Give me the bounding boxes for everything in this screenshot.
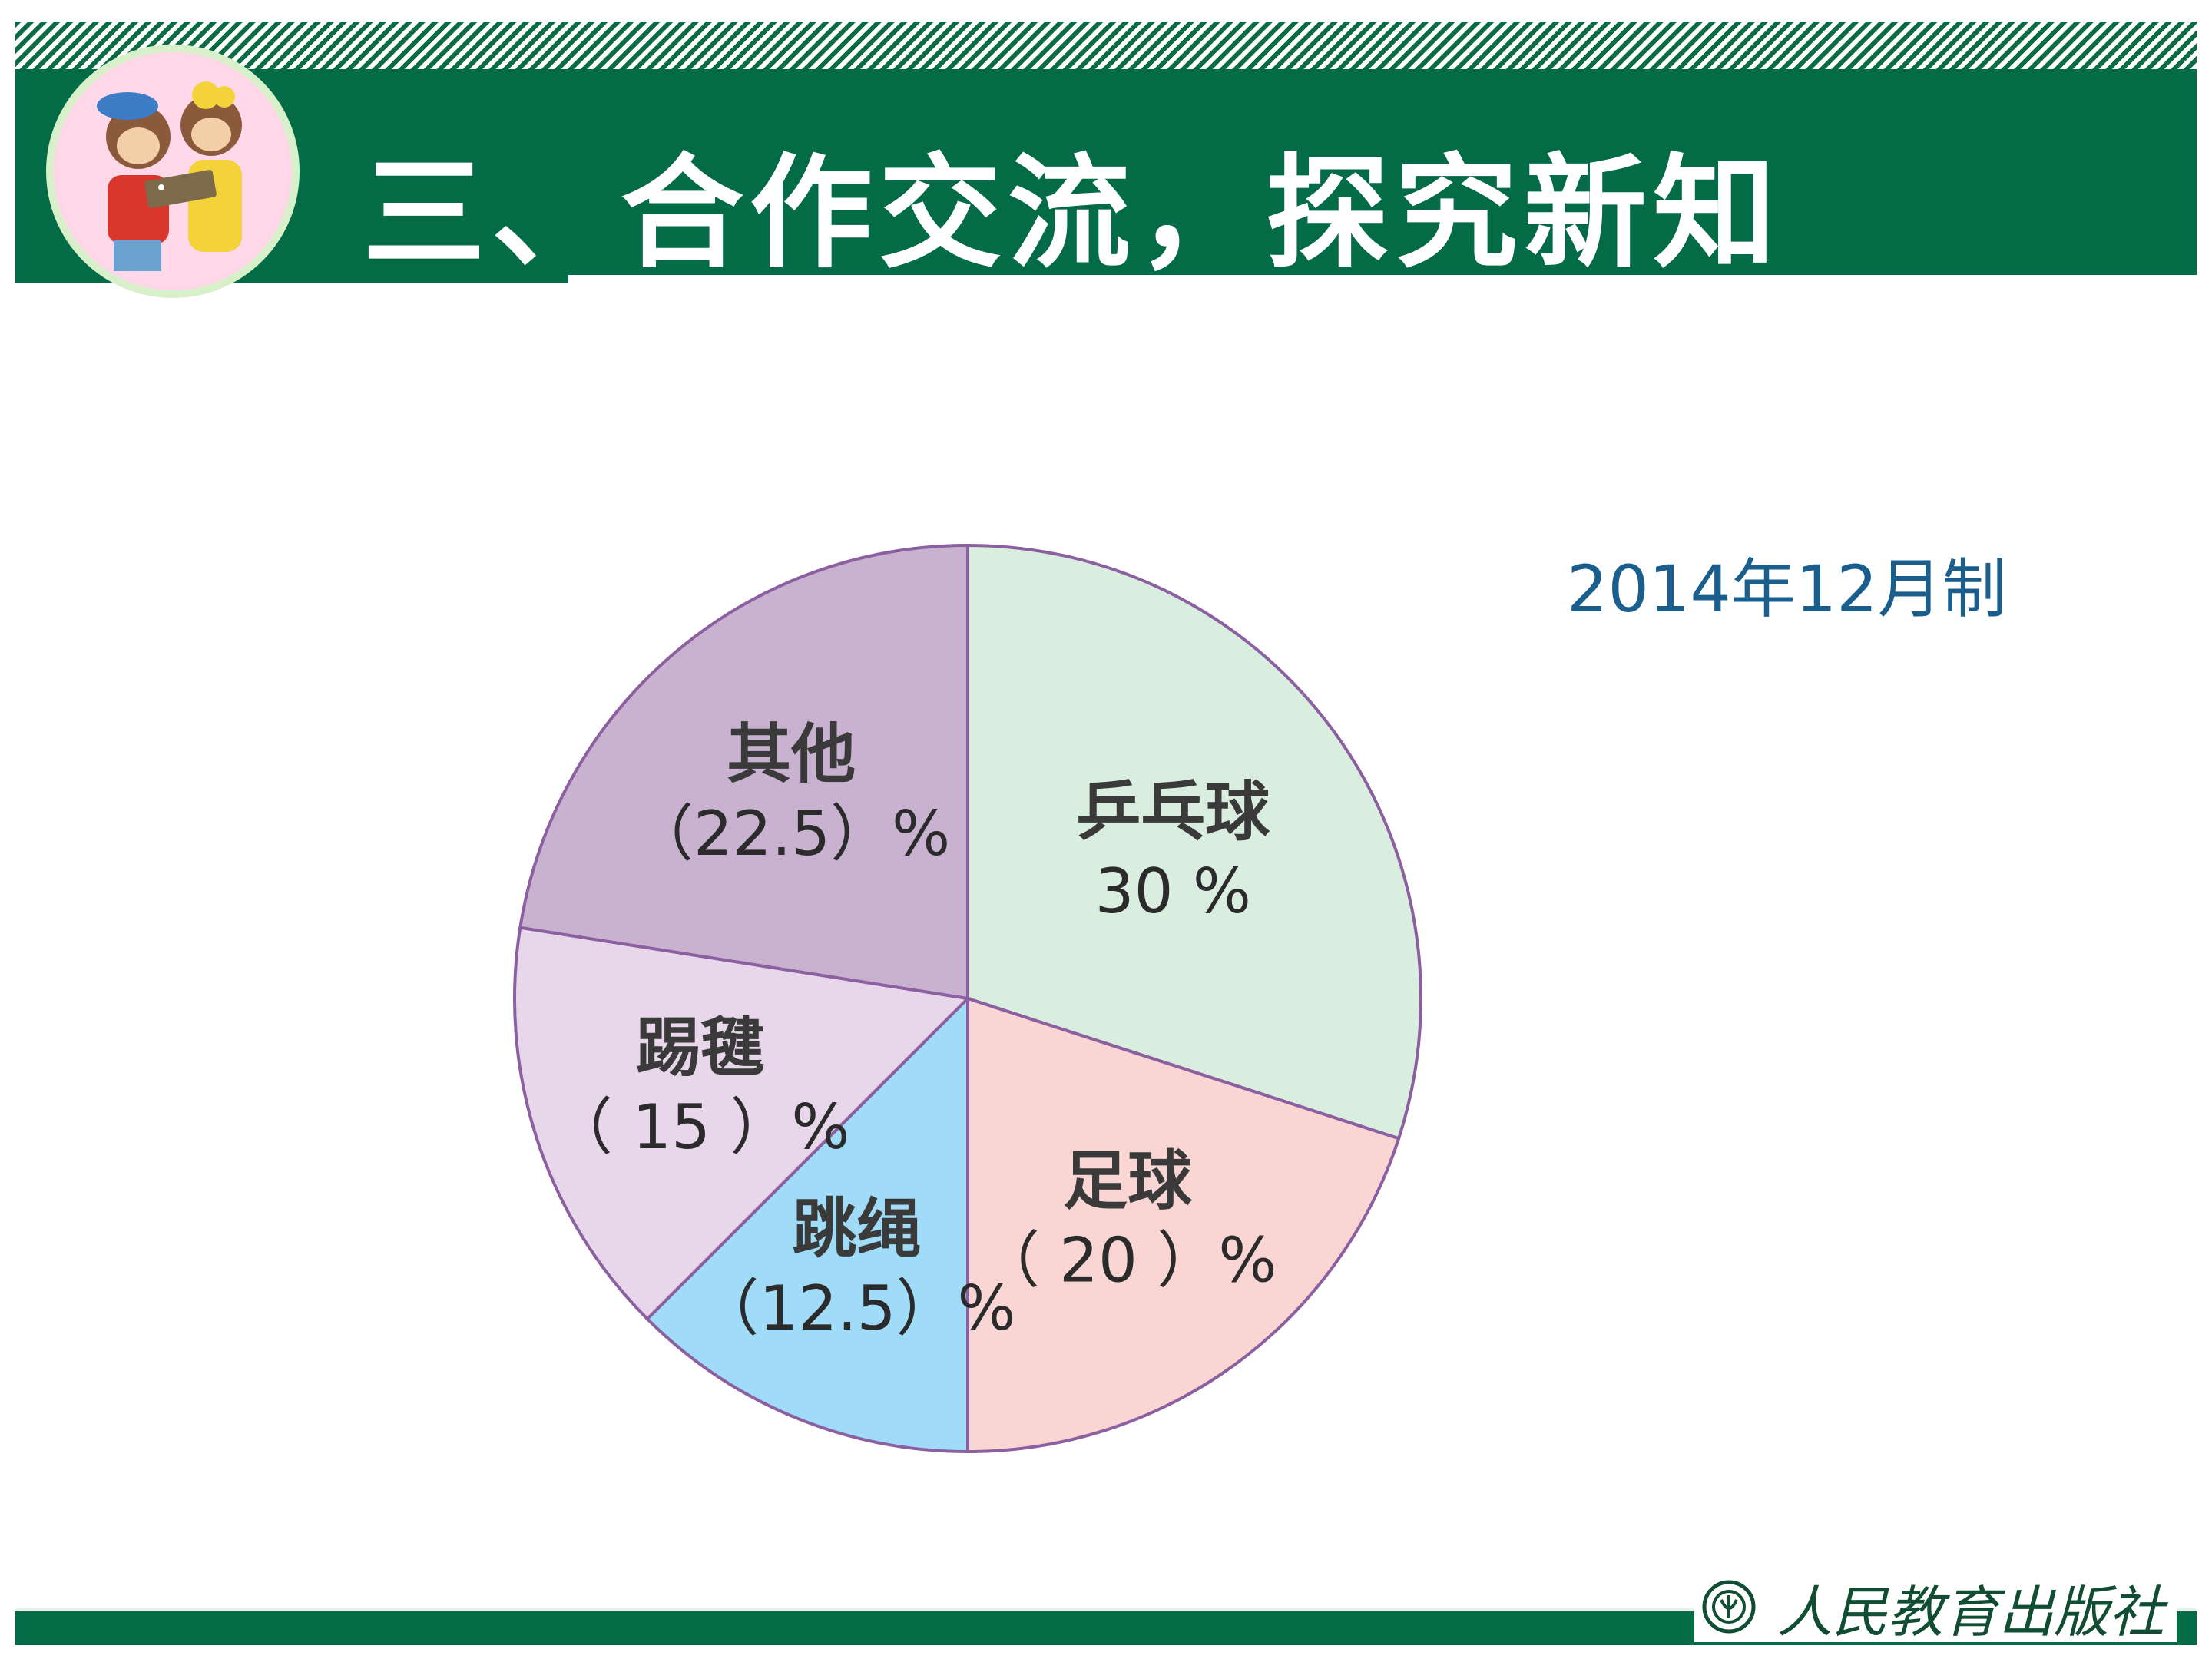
- pie-slice-football: [966, 996, 1401, 1454]
- pie-slice-jumprope: [644, 995, 969, 1454]
- slice-category-label: 跳绳: [792, 1190, 921, 1267]
- slice-category-label: 足球: [1063, 1142, 1193, 1218]
- pie-slice-pingpong: [966, 543, 1422, 1141]
- monkey-mascot-badge: [46, 45, 300, 298]
- header-band: [15, 69, 2197, 283]
- date-note: 2014年12月制: [1567, 551, 2007, 627]
- pie-slice-other: [518, 543, 969, 1001]
- slice-value-label: （ 15 ）%: [551, 1091, 850, 1163]
- slice-category-label: 乒乓球: [1076, 773, 1270, 849]
- publisher-emblem-icon: [1702, 1580, 1756, 1634]
- slice-value-label: 30 %: [1095, 856, 1251, 927]
- slice-value-label: （22.5）%: [632, 798, 950, 869]
- footer-divider: [15, 1608, 2197, 1611]
- slice-category-label: 踢毽: [636, 1009, 765, 1085]
- header-stripes: [15, 22, 2197, 69]
- slice-value-label: （12.5）%: [697, 1273, 1015, 1344]
- publisher-name: 人民教育出版社: [1777, 1579, 2164, 1644]
- page-title: 三、合作交流，探究新知: [363, 141, 1783, 285]
- pie-slice-shuttlecock: [513, 926, 972, 1322]
- header-banner: 三、合作交流，探究新知: [15, 22, 2197, 298]
- slice-category-label: 其他: [727, 716, 856, 792]
- pie-slices: [513, 543, 1422, 1454]
- slice-value-label: （ 20 ）%: [979, 1224, 1277, 1296]
- publisher-logo: 人民教育出版社: [1694, 1571, 2177, 1644]
- monkey-mascot-illustration: [58, 56, 288, 286]
